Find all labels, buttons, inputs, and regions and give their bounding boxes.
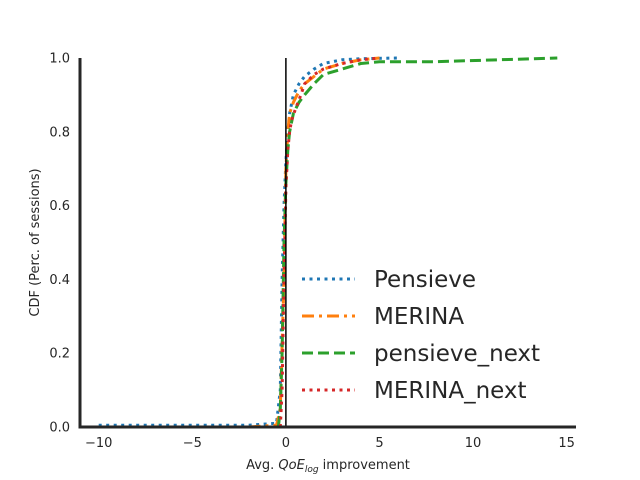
x-tick-label: −5 (183, 436, 202, 451)
x-tick-labels: −10 −5 0 5 10 15 (85, 436, 575, 451)
x-axis-label-sub: log (305, 465, 319, 475)
y-tick-label: 0.4 (49, 273, 70, 288)
series-line-merina-next (278, 56, 380, 428)
legend-label: MERINA_next (374, 378, 527, 404)
y-tick-label: 0.8 (49, 125, 70, 140)
y-axis-label: CDF (Perc. of sessions) (28, 168, 43, 316)
x-tick-label: −10 (85, 436, 112, 451)
y-tick-label: 1.0 (49, 52, 70, 67)
series-line-pensieve-next (276, 56, 558, 428)
legend-label: MERINA (374, 304, 464, 330)
x-axis-label-math: QoE (278, 458, 305, 473)
x-axis-label-suffix: improvement (319, 458, 410, 473)
x-tick-label: 5 (375, 436, 383, 451)
legend-label: Pensieve (374, 267, 476, 293)
x-tick-label: 10 (465, 436, 482, 451)
x-tick-label: 0 (282, 436, 290, 451)
y-tick-label: 0.2 (49, 347, 70, 362)
legend: Pensieve MERINA pensieve_next MERINA_next (302, 267, 540, 404)
series-line-pensieve (98, 56, 399, 427)
series-layer (98, 56, 558, 429)
x-axis-label: Avg. QoElog improvement (246, 458, 410, 475)
y-tick-label: 0.0 (49, 421, 70, 436)
x-axis-label-prefix: Avg. (246, 458, 278, 473)
y-tick-label: 0.6 (49, 199, 70, 214)
y-tick-labels: 0.0 0.2 0.4 0.6 0.8 1.0 (49, 52, 70, 436)
x-tick-label: 15 (558, 436, 575, 451)
series-line-merina (248, 56, 380, 429)
legend-label: pensieve_next (374, 341, 540, 367)
